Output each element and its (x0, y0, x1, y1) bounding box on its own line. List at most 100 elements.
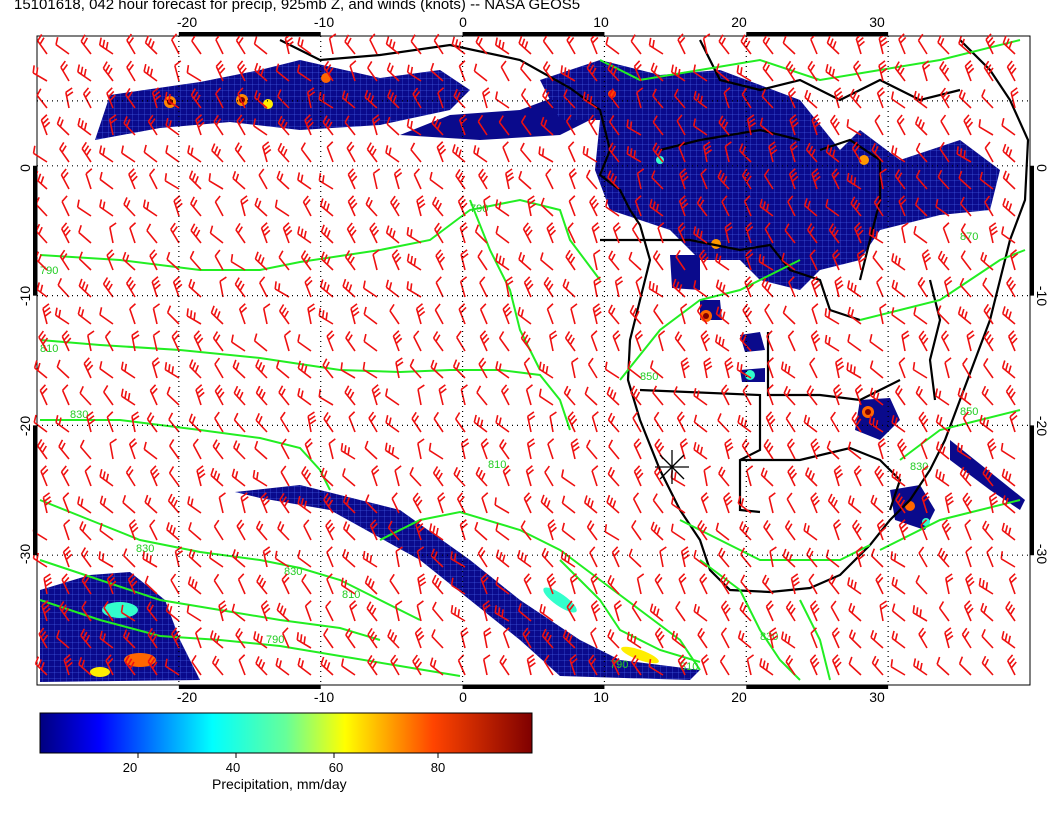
wind-barb (915, 574, 928, 595)
wind-barb (322, 358, 334, 379)
wind-barb (99, 495, 114, 514)
wind-barb (541, 547, 554, 568)
wind-barb (431, 574, 444, 595)
wind-barb (395, 357, 404, 379)
wind-barb (518, 170, 532, 190)
wind-barb (482, 87, 491, 109)
wind-barb (826, 35, 840, 55)
wind-barb (873, 195, 884, 217)
wind-barb (122, 494, 136, 514)
wind-barb (828, 574, 840, 595)
wind-barb (941, 519, 952, 541)
wind-barb (342, 521, 356, 541)
wind-barb (277, 115, 290, 136)
wind-barb (319, 198, 334, 217)
wind-barb (389, 573, 400, 595)
wind-barb (297, 334, 312, 352)
wind-barb (788, 168, 799, 190)
wind-barb (784, 223, 796, 244)
wind-barb (868, 226, 884, 244)
wind-barb (502, 627, 510, 649)
wind-barb (721, 195, 730, 217)
wind-barb (659, 546, 667, 568)
wind-barb (937, 35, 950, 55)
wind-barb (848, 602, 862, 622)
wind-barb (742, 384, 752, 406)
wind-barb (1000, 442, 1016, 460)
lon-tick-bottom: 30 (869, 689, 885, 705)
wind-barb (629, 304, 642, 325)
wind-barb (79, 521, 92, 541)
wind-barb (1000, 551, 1016, 568)
wind-barb (741, 168, 752, 190)
wind-barb (415, 519, 425, 541)
wind-barb (457, 195, 468, 217)
wind-barb (367, 655, 378, 676)
wind-barb (342, 494, 356, 514)
wind-barb (807, 60, 818, 82)
wind-barb (495, 199, 510, 217)
graticule (37, 36, 1030, 685)
wind-barb (982, 520, 994, 541)
wind-barb (144, 575, 158, 595)
wind-barb (700, 654, 710, 676)
wind-barb (230, 334, 246, 352)
wind-barb (590, 573, 599, 595)
wind-barb (59, 601, 70, 622)
wind-barb (803, 522, 818, 541)
wind-barb (122, 548, 136, 568)
wind-barb (459, 519, 468, 541)
wind-barb (385, 225, 400, 244)
wind-barb (99, 361, 114, 379)
wind-barb (323, 492, 334, 514)
wind-barb (406, 64, 422, 82)
wind-barb (109, 438, 117, 460)
wind-barb (80, 34, 92, 55)
wind-barb (63, 519, 71, 541)
wind-barb (631, 222, 642, 244)
wind-barb (37, 34, 48, 55)
wind-barb (741, 438, 752, 460)
wind-barb (170, 222, 180, 244)
wind-barb (677, 33, 686, 55)
wind-barb (307, 411, 317, 433)
wind-barb (195, 114, 205, 136)
wind-barb (416, 195, 426, 217)
wind-barb (634, 195, 642, 217)
wind-barb (703, 465, 712, 487)
wind-barb (476, 385, 488, 406)
wind-barb (391, 249, 402, 271)
wind-barb (344, 250, 356, 271)
wind-barb (612, 330, 621, 352)
lat-tick-right: -30 (1034, 544, 1050, 564)
wind-barb (782, 35, 796, 55)
wind-barb (406, 118, 422, 136)
wind-barb (879, 168, 887, 190)
wind-barb (522, 222, 533, 244)
wind-barb (214, 411, 224, 433)
wind-barb (85, 168, 93, 190)
wind-barb (607, 170, 620, 190)
wind-barb (871, 655, 884, 676)
wind-barb (675, 600, 686, 622)
wind-barb (502, 303, 513, 325)
wind-barb (144, 35, 158, 55)
contour-label: 790 (266, 634, 284, 646)
wind-barb (652, 250, 664, 271)
wind-barb (78, 251, 92, 271)
wind-barb (981, 89, 994, 109)
wind-barb (759, 117, 774, 136)
wind-barb (451, 144, 466, 163)
wind-barb (831, 249, 841, 271)
wind-barb (79, 439, 92, 460)
wind-barb (693, 388, 708, 406)
wind-barb (715, 522, 730, 541)
wind-barb (962, 357, 972, 379)
wind-barb (696, 304, 708, 325)
wind-barb (323, 628, 334, 649)
wind-barb (1002, 170, 1016, 190)
wind-barb (60, 60, 70, 82)
wind-barb (230, 254, 246, 271)
wind-barb (415, 303, 426, 325)
wind-barb (58, 439, 70, 460)
